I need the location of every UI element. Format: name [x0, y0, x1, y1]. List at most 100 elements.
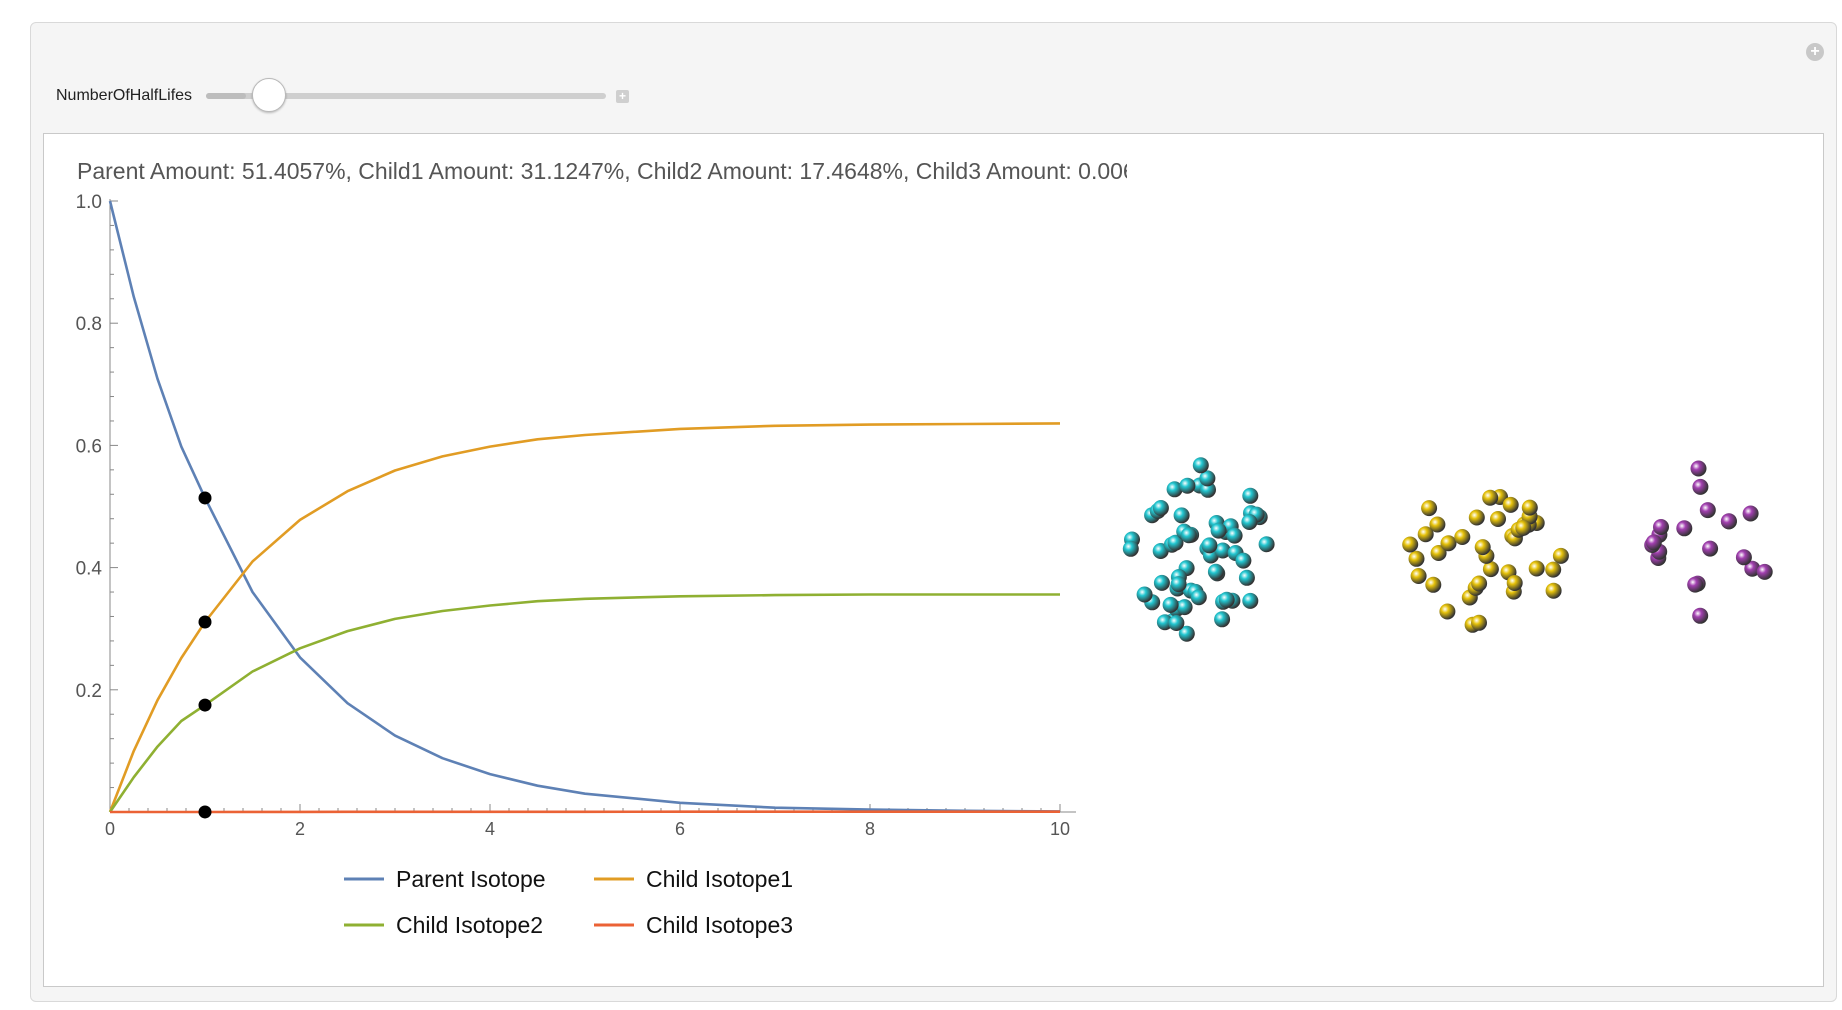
child1-particle — [1471, 614, 1487, 631]
x-tick-label: 8 — [865, 819, 875, 839]
child1-particle — [1439, 603, 1456, 620]
parent-particle — [1207, 563, 1224, 580]
child2-particle — [1720, 513, 1737, 530]
slider-thumb[interactable] — [252, 78, 287, 112]
parent-particle — [1199, 470, 1216, 487]
parent-particle — [1201, 537, 1218, 554]
data-point-marker — [198, 805, 212, 819]
child1-particle — [1482, 489, 1499, 506]
parent-particle — [1168, 615, 1185, 631]
child1-particle — [1490, 511, 1506, 527]
child1-particle — [1408, 550, 1425, 567]
legend-label: Child Isotope2 — [396, 912, 543, 938]
data-point-marker — [198, 698, 212, 712]
parent-particle — [1226, 527, 1243, 544]
child1-particle — [1468, 509, 1485, 526]
legend-label: Child Isotope1 — [646, 866, 793, 892]
child1-particle — [1545, 561, 1562, 578]
child2-particle — [1690, 460, 1707, 477]
x-tick-label: 4 — [485, 819, 495, 839]
parent-particle — [1242, 592, 1259, 609]
expand-controls-icon[interactable]: + — [616, 89, 630, 103]
parent-particle — [1156, 614, 1173, 631]
child1-particle — [1430, 545, 1447, 561]
child1-particle — [1471, 575, 1488, 592]
child1-particle — [1515, 519, 1532, 536]
parent-particle — [1214, 611, 1231, 628]
child2-particle — [1702, 540, 1719, 557]
child1-particle — [1417, 526, 1434, 543]
child2-particle — [1687, 576, 1704, 593]
child1-particle — [1440, 535, 1457, 552]
parent-particle — [1190, 589, 1207, 606]
child1-particle — [1454, 529, 1471, 545]
child2-particle — [1744, 560, 1761, 577]
child2-particle — [1699, 502, 1716, 519]
add-icon[interactable]: + — [1806, 43, 1824, 61]
parent-particle — [1192, 457, 1209, 474]
child1-particle — [1521, 499, 1538, 516]
child1-particle — [1502, 496, 1519, 513]
child1-particle — [1474, 539, 1491, 556]
parent-particle — [1241, 514, 1258, 530]
parent-particle — [1180, 527, 1197, 544]
data-point-marker — [198, 491, 212, 505]
title-clip: Parent Amount: 51.4057%, Child1 Amount: … — [77, 154, 1127, 188]
child1-particle — [1545, 582, 1562, 599]
parent-particle — [1170, 576, 1187, 593]
y-tick-label: 0.2 — [76, 681, 102, 702]
parent-particle — [1258, 536, 1275, 553]
x-tick-label: 10 — [1050, 819, 1070, 839]
child1-particle — [1425, 576, 1442, 593]
parent-particle — [1238, 569, 1255, 586]
parent-particle — [1235, 552, 1252, 569]
y-tick-label: 0.4 — [76, 559, 103, 580]
parent-particle — [1210, 522, 1227, 539]
parent-particle — [1122, 540, 1139, 557]
series-line-child-isotope1 — [108, 422, 1061, 813]
child2-particle — [1742, 505, 1759, 522]
parent-particle — [1153, 574, 1170, 591]
child1-particle — [1506, 575, 1523, 591]
slider-fill — [206, 93, 247, 99]
parent-particle — [1152, 500, 1169, 516]
controls-row: NumberOfHalfLifes + — [56, 78, 630, 112]
output-display: Parent Amount: 51.4057%, Child1 Amount: … — [43, 133, 1824, 987]
legend-label: Parent Isotope — [396, 866, 546, 892]
child1-particle — [1421, 500, 1438, 517]
y-tick-label: 0.8 — [76, 314, 102, 335]
child2-particle — [1735, 549, 1752, 566]
x-tick-label: 0 — [105, 819, 115, 839]
child1-particle — [1410, 568, 1427, 584]
parent-particle — [1173, 507, 1190, 524]
parent-particle — [1166, 481, 1183, 498]
child2-particle — [1756, 563, 1773, 580]
child2-particle — [1645, 534, 1662, 551]
manipulate-panel: + NumberOfHalfLifes + Parent Amount: 51.… — [30, 22, 1837, 1002]
parent-particle — [1214, 542, 1231, 559]
parent-particle — [1136, 586, 1153, 603]
y-tick-label: 1.0 — [76, 192, 102, 213]
child1-particle — [1552, 547, 1569, 564]
decay-chart: 0 2 4 6 8 10 0.2 0.4 0.6 0.8 1.0 Parent Isotope Chil… — [76, 192, 1773, 938]
series-line-child-isotope2 — [108, 593, 1060, 813]
child1-particle — [1429, 516, 1446, 533]
parent-particle — [1242, 487, 1259, 504]
parent-particle — [1218, 591, 1235, 608]
child1-particle — [1402, 536, 1419, 553]
chart-title: Parent Amount: 51.4057%, Child1 Amount: … — [77, 158, 1127, 184]
child2-particle — [1653, 519, 1669, 535]
data-point-marker — [198, 615, 212, 629]
parent-particle — [1178, 625, 1195, 642]
parent-particle — [1200, 481, 1216, 498]
child2-particle — [1676, 520, 1693, 537]
legend-label: Child Isotope3 — [646, 912, 793, 938]
control-label: NumberOfHalfLifes — [56, 87, 193, 104]
half-lifes-slider[interactable] — [206, 78, 607, 112]
parent-particle — [1162, 596, 1179, 613]
parent-particle — [1167, 534, 1184, 551]
y-tick-label: 0.6 — [76, 436, 102, 457]
parent-particle — [1179, 477, 1196, 494]
child2-particle — [1692, 478, 1709, 495]
child1-particle — [1528, 560, 1545, 577]
